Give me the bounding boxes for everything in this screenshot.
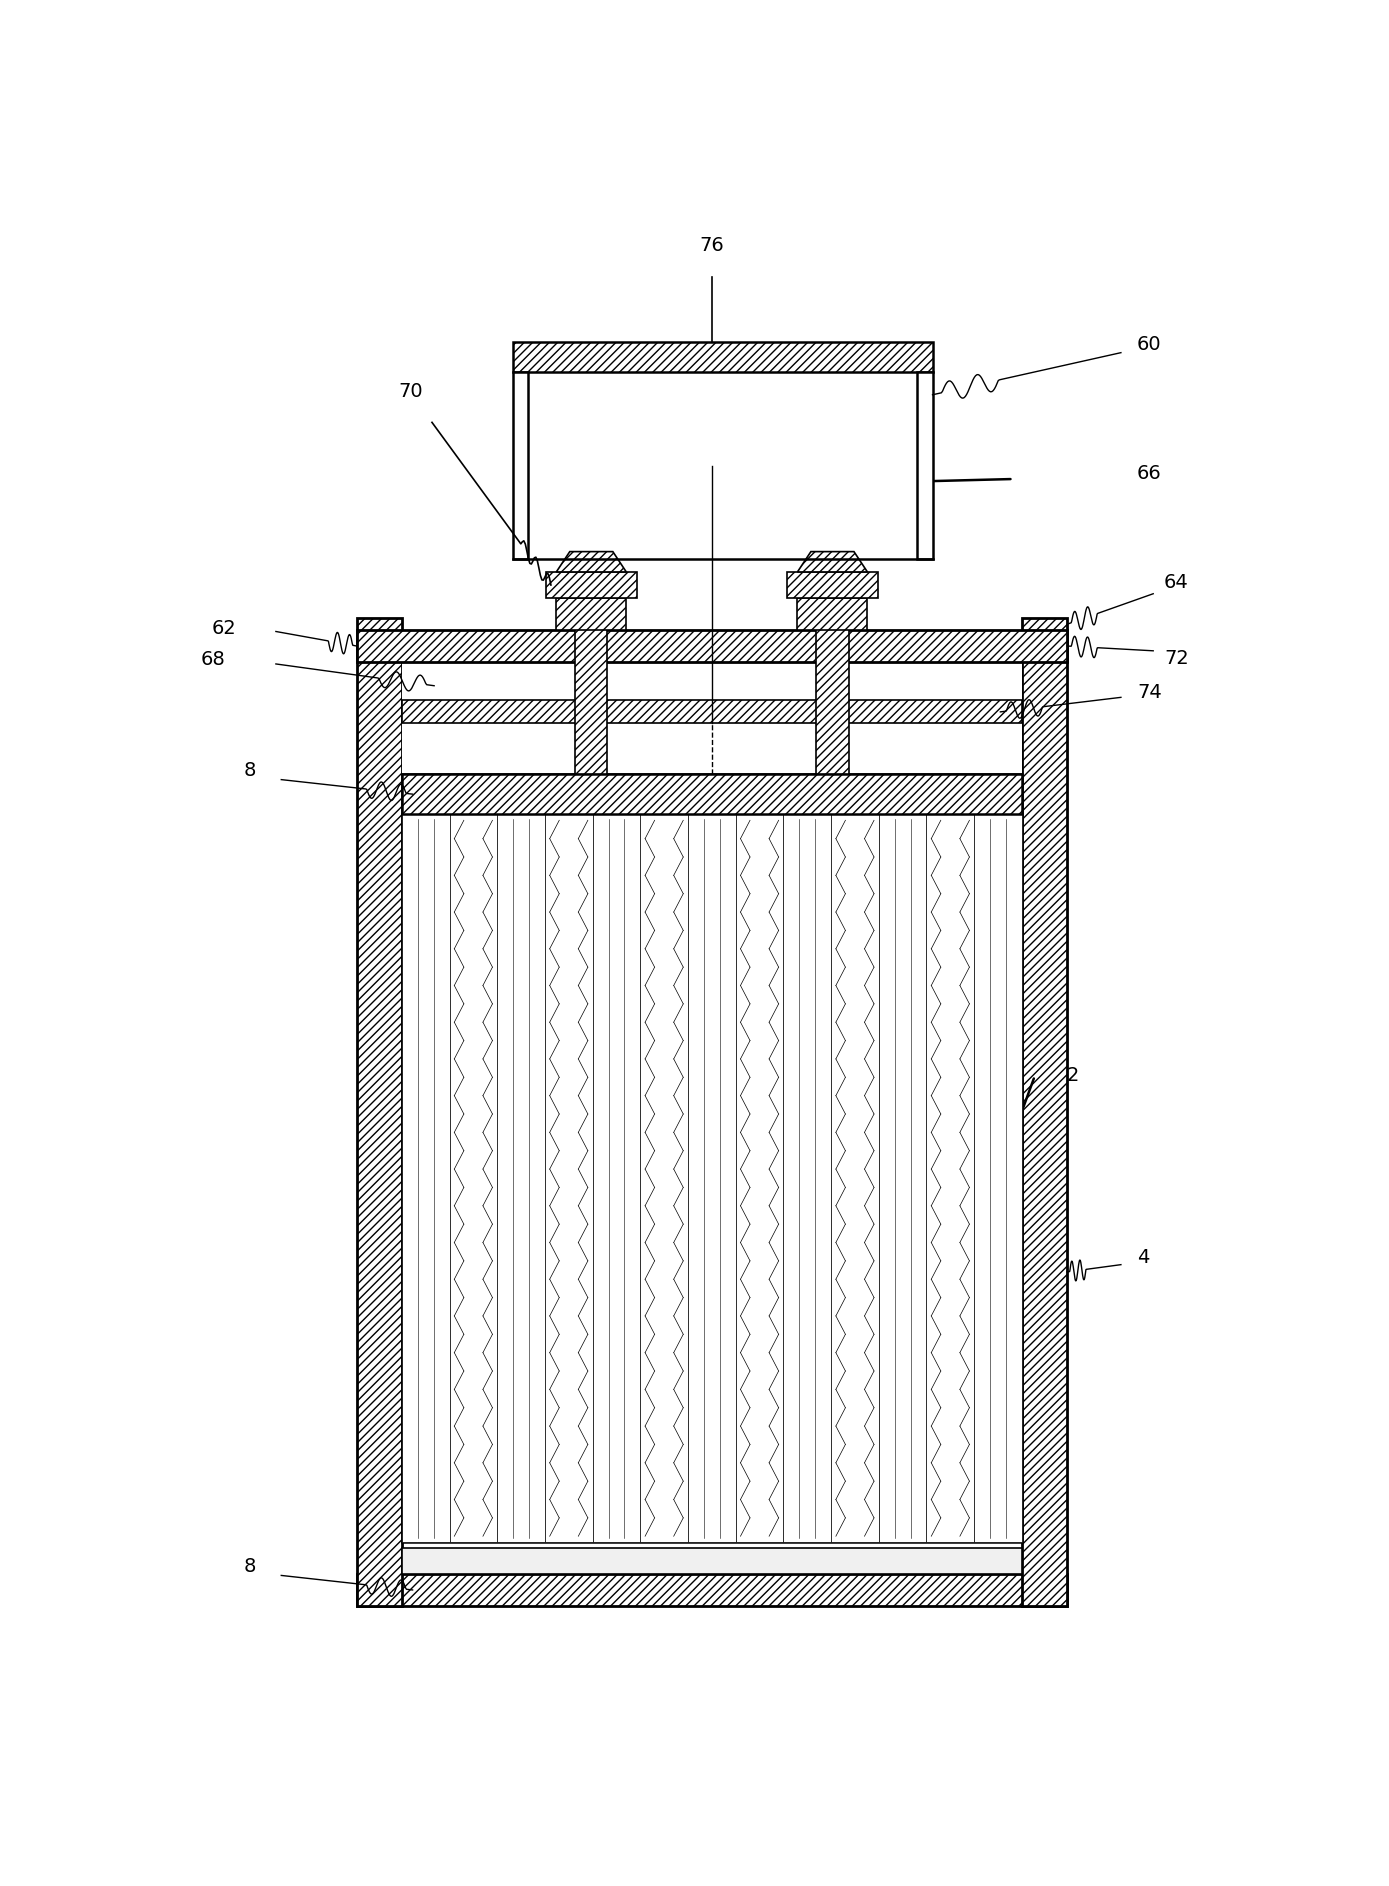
Text: 62: 62 (211, 619, 236, 637)
Bar (513, 372, 528, 558)
Bar (786, 571, 878, 598)
Bar (688, 815, 736, 1543)
Bar (575, 466, 607, 773)
Text: 64: 64 (1164, 573, 1189, 592)
Bar (528, 372, 918, 558)
Text: 74: 74 (1138, 683, 1161, 702)
Bar (817, 466, 849, 773)
Bar (450, 815, 497, 1543)
Bar (783, 815, 831, 1543)
Bar (1022, 619, 1067, 1607)
Bar (497, 815, 544, 1543)
Text: 8: 8 (243, 1558, 256, 1577)
Bar (401, 773, 1022, 815)
Bar (401, 815, 1022, 1543)
Bar (593, 815, 640, 1543)
Polygon shape (797, 551, 867, 571)
Bar (357, 630, 1067, 662)
Text: 2: 2 (1067, 1066, 1079, 1084)
Text: 60: 60 (1138, 336, 1161, 355)
Bar (640, 815, 688, 1543)
Text: 4: 4 (1138, 1249, 1150, 1267)
Bar (544, 815, 593, 1543)
Text: 72: 72 (1164, 649, 1189, 668)
Bar (401, 662, 1022, 773)
Bar (918, 372, 932, 558)
Bar (357, 619, 401, 1607)
Bar (831, 815, 879, 1543)
Bar (401, 815, 450, 1543)
Bar (546, 571, 638, 598)
Bar (736, 815, 783, 1543)
Text: 66: 66 (1138, 464, 1161, 483)
Bar (797, 598, 867, 630)
Text: 8: 8 (243, 762, 256, 781)
Bar (401, 1548, 1022, 1575)
Polygon shape (557, 551, 626, 571)
Text: 70: 70 (399, 381, 422, 400)
Bar (401, 700, 1022, 724)
Bar (401, 662, 1022, 700)
Text: 76: 76 (700, 236, 724, 255)
Bar (879, 815, 926, 1543)
Bar (357, 1575, 1067, 1607)
Text: 68: 68 (200, 651, 225, 670)
Bar (926, 815, 974, 1543)
Bar (513, 343, 932, 372)
Bar (974, 815, 1022, 1543)
Bar (557, 598, 626, 630)
